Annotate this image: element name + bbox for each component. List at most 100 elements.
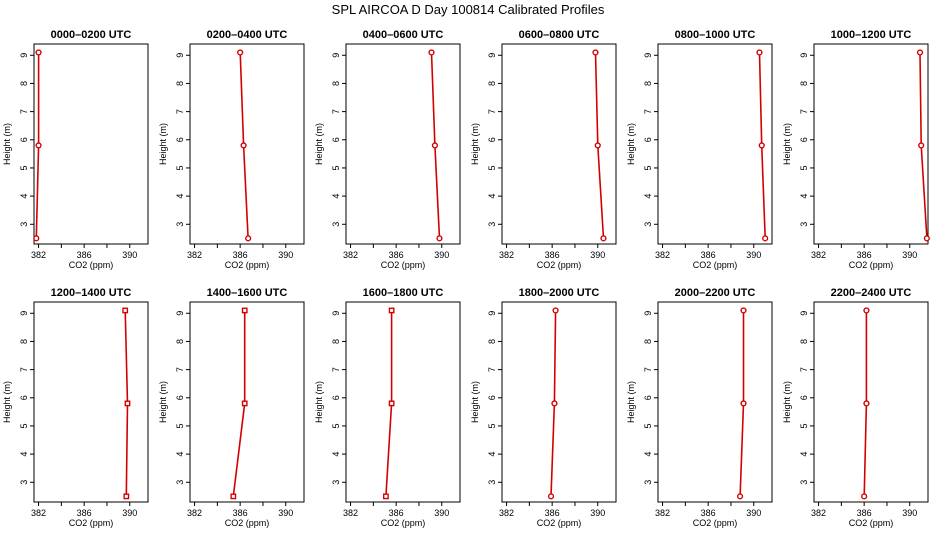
x-axis-label: CO2 (ppm) — [69, 518, 114, 528]
x-tick-label: 386 — [233, 508, 248, 518]
y-tick-label: 8 — [643, 339, 653, 344]
y-axis-label: Height (m) — [2, 381, 12, 423]
x-tick-label: 386 — [857, 508, 872, 518]
y-tick-label: 9 — [487, 311, 497, 316]
y-tick-label: 9 — [19, 53, 29, 58]
y-tick-label: 3 — [175, 480, 185, 485]
y-tick-label: 6 — [19, 137, 29, 142]
y-tick-label: 6 — [19, 395, 29, 400]
y-tick-label: 8 — [643, 81, 653, 86]
y-tick-label: 9 — [643, 311, 653, 316]
x-tick-label: 390 — [902, 250, 917, 260]
panel-title: 2000–2200 UTC — [675, 287, 756, 299]
y-axis-label: Height (m) — [158, 381, 168, 423]
y-tick-label: 6 — [643, 395, 653, 400]
y-tick-label: 4 — [799, 194, 809, 199]
y-tick-label: 5 — [175, 423, 185, 428]
y-tick-label: 4 — [19, 452, 29, 457]
y-tick-label: 7 — [487, 109, 497, 114]
y-tick-label: 9 — [799, 311, 809, 316]
x-tick-label: 390 — [590, 508, 605, 518]
x-tick-label: 382 — [811, 250, 826, 260]
y-tick-label: 9 — [19, 311, 29, 316]
x-tick-label: 390 — [434, 250, 449, 260]
x-axis-label: CO2 (ppm) — [537, 518, 582, 528]
x-tick-label: 386 — [545, 250, 560, 260]
y-tick-label: 7 — [331, 367, 341, 372]
profile-panel: 0400–0600 UTC 382 386 390 3 4 5 6 7 8 9 CO2 (ppm) He… — [314, 29, 461, 270]
data-point — [436, 235, 443, 242]
panel-title: 1400–1600 UTC — [207, 287, 288, 299]
y-tick-label: 8 — [175, 81, 185, 86]
y-tick-label: 4 — [19, 194, 29, 199]
plot-frame — [189, 301, 305, 503]
y-tick-label: 3 — [331, 480, 341, 485]
data-point — [600, 235, 607, 242]
y-tick-label: 4 — [643, 194, 653, 199]
y-tick-label: 4 — [175, 452, 185, 457]
data-point — [383, 493, 389, 500]
y-tick-label: 7 — [799, 109, 809, 114]
data-point — [388, 400, 395, 407]
y-tick-label: 7 — [487, 367, 497, 372]
profile-panel: 0800–1000 UTC 382 386 390 3 4 5 6 7 8 9 CO2 (ppm) He… — [626, 29, 773, 270]
y-tick-label: 7 — [175, 367, 185, 372]
y-tick-label: 8 — [19, 339, 29, 344]
x-axis-label: CO2 (ppm) — [381, 260, 426, 270]
data-point — [736, 493, 744, 500]
data-point — [122, 307, 129, 314]
y-tick-label: 8 — [175, 339, 185, 344]
y-axis-label: Height (m) — [314, 381, 324, 423]
data-point — [35, 49, 42, 56]
data-point — [388, 307, 395, 314]
x-tick-label: 386 — [857, 250, 872, 260]
x-tick-label: 382 — [655, 508, 670, 518]
y-tick-label: 7 — [799, 367, 809, 372]
y-tick-label: 4 — [331, 194, 341, 199]
x-tick-label: 386 — [545, 508, 560, 518]
data-point — [923, 235, 930, 242]
x-tick-label: 386 — [77, 250, 92, 260]
data-point — [428, 49, 435, 56]
data-point — [916, 49, 924, 56]
x-tick-label: 390 — [434, 508, 449, 518]
profile-panel: 1000–1200 UTC 382 386 390 3 4 5 6 7 8 9 CO2 (ppm) He… — [782, 29, 930, 270]
x-tick-label: 382 — [187, 250, 202, 260]
panel-title: 0600–0800 UTC — [519, 29, 600, 41]
profile-panel: 0200–0400 UTC 382 386 390 3 4 5 6 7 8 9 CO2 (ppm) He… — [158, 29, 305, 270]
y-tick-label: 3 — [175, 222, 185, 227]
x-axis-label: CO2 (ppm) — [849, 518, 894, 528]
panel-title: 0400–0600 UTC — [363, 29, 444, 41]
y-tick-label: 6 — [175, 137, 185, 142]
plot-frame — [501, 301, 617, 503]
x-tick-label: 382 — [31, 250, 46, 260]
data-point — [230, 493, 237, 500]
y-tick-label: 6 — [331, 137, 341, 142]
x-axis-label: CO2 (ppm) — [225, 518, 270, 528]
x-axis-label: CO2 (ppm) — [693, 518, 738, 528]
data-point — [592, 49, 599, 56]
data-point — [918, 142, 925, 149]
figure-title: SPL AIRCOA D Day 100814 Calibrated Profi… — [332, 2, 605, 17]
y-tick-label: 3 — [19, 222, 29, 227]
y-tick-label: 4 — [799, 452, 809, 457]
x-tick-label: 390 — [590, 250, 605, 260]
profile-panel: 1200–1400 UTC 382 386 390 3 4 5 6 7 8 9 CO2 (ppm) He… — [2, 287, 149, 528]
x-axis-label: CO2 (ppm) — [849, 260, 894, 270]
y-axis-label: Height (m) — [470, 123, 480, 165]
y-tick-label: 6 — [175, 395, 185, 400]
panel-title: 0200–0400 UTC — [207, 29, 288, 41]
x-axis-label: CO2 (ppm) — [69, 260, 114, 270]
data-point — [33, 235, 40, 242]
data-point — [863, 307, 870, 314]
profile-panel: 1800–2000 UTC 382 386 390 3 4 5 6 7 8 9 CO2 (ppm) He… — [470, 287, 617, 528]
plot-frame — [657, 301, 773, 503]
profile-panel: 2000–2200 UTC 382 386 390 3 4 5 6 7 8 9 CO2 (ppm) He… — [626, 287, 773, 528]
panel-title: 1800–2000 UTC — [519, 287, 600, 299]
y-tick-label: 5 — [799, 423, 809, 428]
y-axis-label: Height (m) — [470, 381, 480, 423]
y-tick-label: 8 — [331, 81, 341, 86]
x-tick-label: 386 — [701, 250, 716, 260]
data-point — [245, 235, 252, 242]
